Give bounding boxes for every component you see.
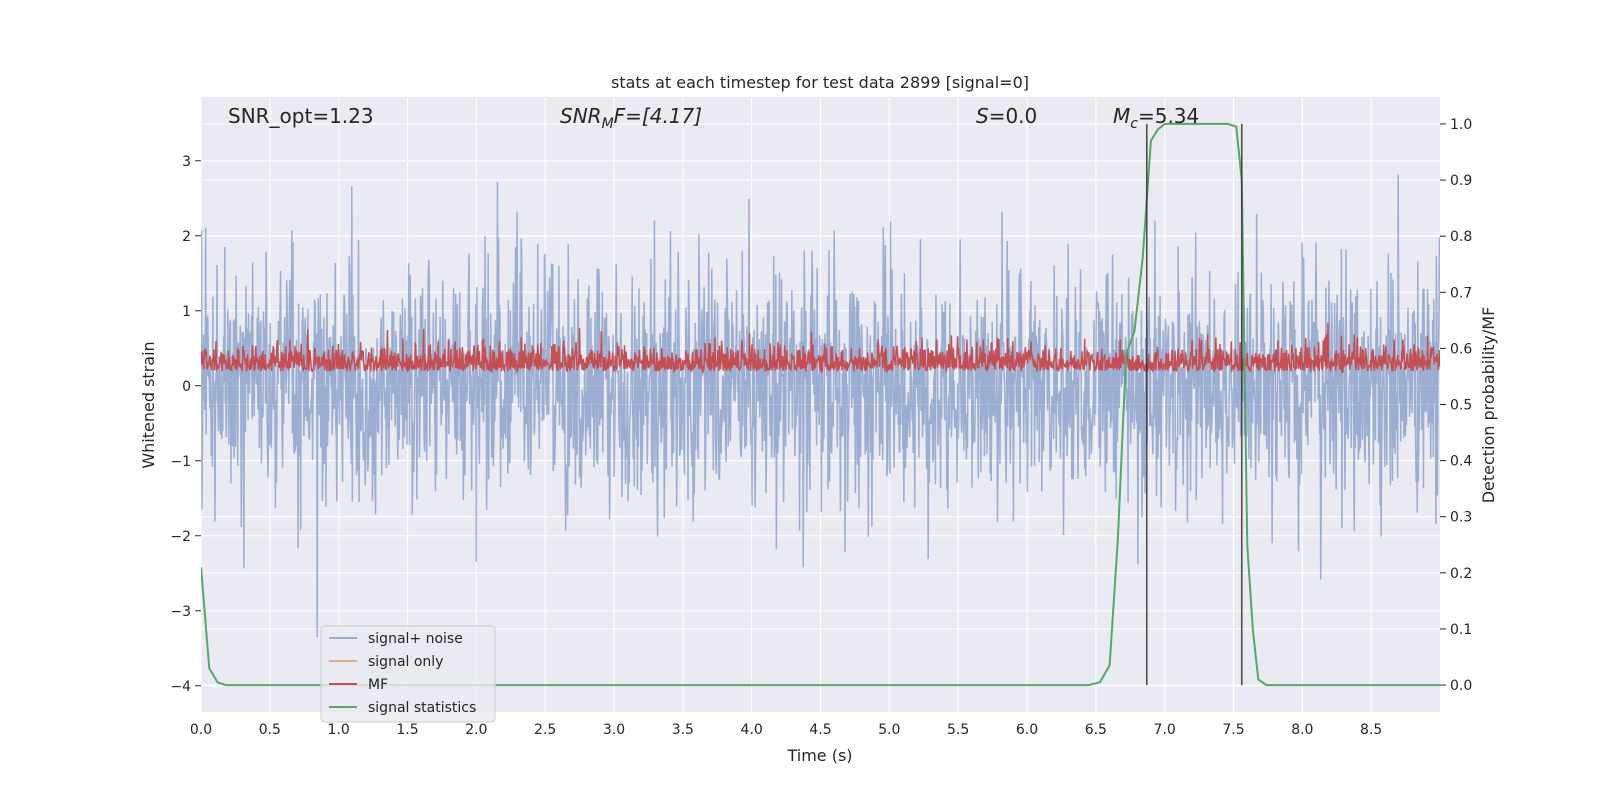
x-tick-label: 7.0 [1154,722,1176,738]
annotation-snr-mf: SNRMF=[4.17] [560,104,702,132]
annotation-s: S=0.0 [976,104,1037,128]
x-tick-label: 0.0 [190,722,212,738]
y2-tick-label: 0.5 [1450,398,1472,414]
annotation-mc-main: M [1113,104,1130,128]
annotation-s-rest: =0.0 [989,104,1038,128]
y2-tick-label: 0.1 [1450,622,1472,638]
x-tick-label: 4.0 [741,722,763,738]
x-tick-label: 5.5 [947,722,969,738]
y-axis-label: Whitened strain [139,341,158,468]
series-mf [201,322,1440,375]
y-tick-label: −3 [170,604,191,620]
y-tick-label: 2 [182,229,191,245]
x-tick-label: 8.5 [1360,722,1382,738]
y2-tick-label: 0.8 [1450,229,1472,245]
y2-axis-label: Detection probability/MF [1479,307,1498,504]
x-tick-label: 3.5 [672,722,694,738]
y-axis-ticks: −4 −3 −2 −1 0 1 2 3 [170,154,201,695]
x-tick-label: 3.0 [603,722,625,738]
annotation-snr-mf-sub: M [602,116,614,132]
annotation-snr-mf-rest: F=[4.17] [614,104,702,128]
y2-tick-label: 0.0 [1450,678,1472,694]
y-tick-label: −2 [170,529,191,545]
legend-label-signal-only: signal only [368,654,443,670]
y2-tick-label: 0.2 [1450,566,1472,582]
y-tick-label: 3 [182,154,191,170]
x-tick-label: 6.5 [1085,722,1107,738]
y2-tick-label: 0.4 [1450,454,1472,470]
x-tick-label: 8.0 [1291,722,1313,738]
x-tick-label: 6.0 [1016,722,1038,738]
y-tick-label: −1 [170,454,191,470]
chart-title: stats at each timestep for test data 289… [611,73,1029,92]
annotation-mc-sub: c [1130,116,1138,132]
x-tick-label: 5.0 [878,722,900,738]
annotation-mc-rest: =5.34 [1138,104,1199,128]
annotation-mc: Mc=5.34 [1113,104,1199,132]
legend-box [320,625,496,723]
x-tick-label: 1.0 [328,722,350,738]
y-tick-label: 1 [182,304,191,320]
legend-label-signal-noise: signal+ noise [368,631,463,647]
legend-label-mf: MF [368,677,388,693]
y-tick-label: −4 [170,679,191,695]
annotation-snr-mf-main: SNR [560,104,602,128]
series-signal-noise [201,174,1440,638]
x-tick-label: 2.5 [534,722,556,738]
x-axis-label: Time (s) [786,746,852,765]
y-tick-label: 0 [182,379,191,395]
legend-label-signal-statistics: signal statistics [368,700,476,716]
x-tick-label: 1.5 [396,722,418,738]
y2-tick-label: 1.0 [1450,117,1472,133]
x-tick-label: 4.5 [809,722,831,738]
x-tick-label: 7.5 [1222,722,1244,738]
y2-tick-label: 0.6 [1450,341,1472,357]
y2-tick-label: 0.9 [1450,173,1472,189]
legend: signal+ noise signal only MF signal stat… [320,625,496,723]
annotation-s-main: S [976,104,989,128]
x-tick-label: 2.0 [465,722,487,738]
vertical-markers [1145,123,1243,686]
annotation-snr-opt: SNR_opt=1.23 [228,104,374,128]
y2-tick-label: 0.3 [1450,510,1472,526]
x-axis-ticks: 0.0 0.5 1.0 1.5 2.0 2.5 3.0 3.5 4.0 4.5 5.0 5.5 6.0 6… [190,722,1382,738]
y2-axis-ticks: 0.0 0.1 0.2 0.3 0.4 0.5 0.6 0.7 0.8 0.9 1.0 [1440,117,1472,694]
x-tick-label: 0.5 [259,722,281,738]
y2-tick-label: 0.7 [1450,285,1472,301]
